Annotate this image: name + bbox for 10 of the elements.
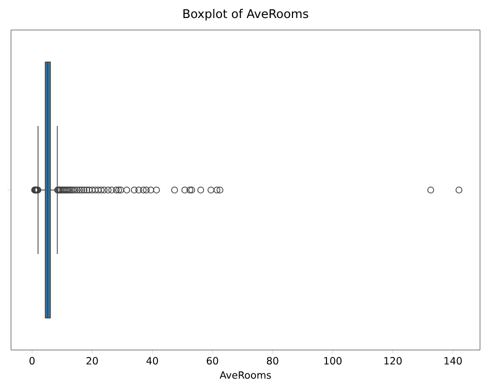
x-tick-label: 40 [146, 356, 158, 365]
x-axis-title: AveRooms [220, 371, 271, 379]
chart-title: Boxplot of AveRooms [183, 8, 308, 20]
x-tick-label: 120 [384, 356, 402, 365]
x-tick-label: 20 [86, 356, 98, 365]
x-tick-label: 80 [266, 356, 278, 365]
x-tick-label: 0 [30, 356, 35, 365]
x-tick-label: 140 [444, 356, 462, 365]
x-tick-label: 100 [324, 356, 342, 365]
x-tick-label: 60 [206, 356, 218, 365]
